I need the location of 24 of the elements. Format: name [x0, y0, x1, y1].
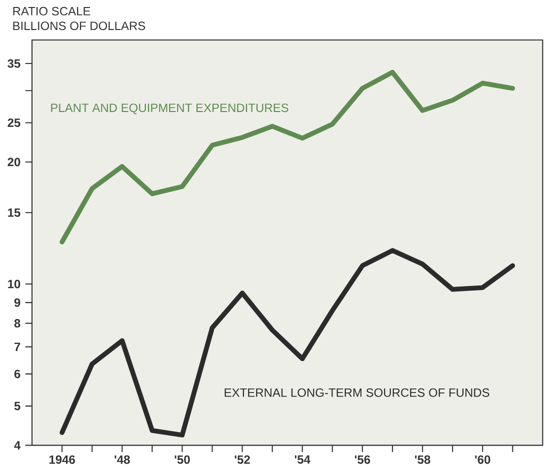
y-tick-label: 8: [14, 319, 20, 328]
y-axis-title: BILLIONS OF DOLLARS: [13, 22, 146, 30]
y-tick-label: 9: [14, 298, 20, 307]
y-tick-label: 6: [14, 370, 20, 378]
y-tick-label: 15: [8, 208, 20, 217]
y-tick-label: 7: [14, 342, 20, 351]
series-label: PLANT AND EQUIPMENT EXPENDITURES: [51, 104, 288, 114]
x-tick-label: 1946: [49, 455, 75, 464]
y-tick-label: 20: [8, 158, 20, 166]
y-tick-label: 4: [14, 441, 21, 450]
x-tick-label: '52: [234, 455, 250, 464]
y-tick-label: 5: [14, 402, 20, 410]
x-tick-label: '50: [174, 455, 190, 464]
x-tick-label: '58: [415, 455, 430, 464]
y-tick-label: 25: [8, 118, 20, 127]
x-tick-label: '48: [114, 455, 130, 464]
line-series: [60, 248, 516, 438]
y-tick-label: 10: [8, 280, 20, 288]
x-tick-label: '60: [475, 455, 490, 464]
y-tick-label: 35: [8, 59, 20, 68]
text: EXTERNAL LONG-TERM SOURCES OF FUNDS: [224, 388, 490, 397]
x-tick-label: '54: [294, 455, 310, 464]
chart-title: RATIO SCALE: [13, 6, 90, 16]
x-tick-label: '56: [354, 455, 370, 464]
